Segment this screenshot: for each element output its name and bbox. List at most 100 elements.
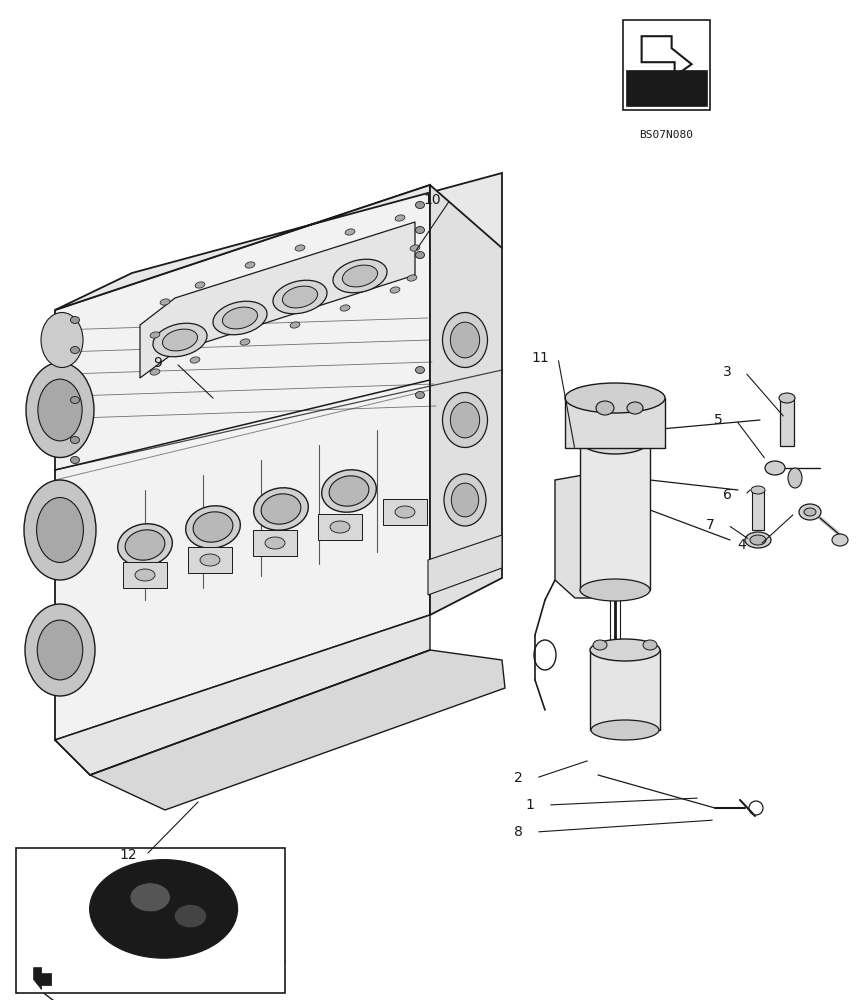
Ellipse shape [788, 468, 802, 488]
Ellipse shape [150, 332, 160, 338]
Ellipse shape [765, 461, 785, 475]
Ellipse shape [222, 307, 258, 329]
Ellipse shape [443, 392, 488, 448]
Ellipse shape [643, 640, 657, 650]
Ellipse shape [345, 229, 355, 235]
Ellipse shape [416, 251, 424, 258]
Ellipse shape [416, 391, 424, 398]
Ellipse shape [240, 339, 250, 345]
Ellipse shape [343, 265, 378, 287]
Ellipse shape [295, 245, 305, 251]
Ellipse shape [195, 282, 205, 288]
Ellipse shape [174, 905, 207, 928]
Ellipse shape [26, 362, 94, 458]
Ellipse shape [799, 504, 821, 520]
Polygon shape [34, 968, 51, 990]
Polygon shape [55, 185, 430, 740]
Ellipse shape [450, 402, 480, 438]
Ellipse shape [194, 512, 233, 542]
Ellipse shape [160, 299, 170, 305]
Polygon shape [140, 222, 415, 378]
Polygon shape [383, 499, 427, 525]
Ellipse shape [416, 202, 424, 209]
Ellipse shape [118, 524, 173, 566]
Text: BS07N080: BS07N080 [640, 130, 694, 140]
Ellipse shape [273, 280, 327, 314]
Ellipse shape [25, 604, 95, 696]
Bar [16, 848, 285, 993]
Text: 1: 1 [525, 798, 535, 812]
Ellipse shape [38, 379, 82, 441]
Ellipse shape [593, 640, 607, 650]
Ellipse shape [153, 323, 207, 357]
Ellipse shape [745, 532, 771, 548]
Ellipse shape [596, 401, 614, 415]
Ellipse shape [135, 569, 155, 581]
Ellipse shape [70, 316, 80, 324]
Ellipse shape [410, 245, 420, 251]
Ellipse shape [390, 287, 400, 293]
Ellipse shape [162, 329, 198, 351]
Ellipse shape [832, 534, 848, 546]
Ellipse shape [245, 262, 255, 268]
Ellipse shape [322, 470, 377, 512]
Text: 8: 8 [514, 825, 523, 839]
Bar [623, 20, 710, 110]
Ellipse shape [416, 366, 424, 373]
Ellipse shape [450, 322, 480, 358]
Polygon shape [90, 650, 505, 810]
Ellipse shape [580, 426, 650, 454]
Polygon shape [428, 535, 502, 595]
Ellipse shape [290, 322, 300, 328]
Polygon shape [123, 562, 167, 588]
Bar [780, 398, 794, 446]
Ellipse shape [590, 639, 660, 661]
Ellipse shape [37, 620, 82, 680]
Ellipse shape [150, 369, 160, 375]
Ellipse shape [451, 483, 478, 517]
Ellipse shape [70, 436, 80, 444]
Ellipse shape [70, 396, 80, 403]
Polygon shape [555, 472, 620, 598]
Ellipse shape [333, 259, 387, 293]
Text: 2: 2 [514, 771, 523, 785]
Ellipse shape [282, 286, 318, 308]
Ellipse shape [36, 497, 83, 562]
Ellipse shape [330, 521, 350, 533]
Ellipse shape [751, 486, 765, 494]
Ellipse shape [125, 530, 165, 560]
Polygon shape [580, 440, 650, 590]
Bar [752, 490, 764, 530]
Ellipse shape [416, 227, 424, 233]
Text: 7: 7 [706, 518, 714, 532]
Ellipse shape [24, 480, 96, 580]
Polygon shape [55, 173, 502, 310]
Polygon shape [565, 398, 665, 448]
Ellipse shape [407, 275, 417, 281]
Text: 5: 5 [713, 413, 722, 427]
Ellipse shape [591, 720, 659, 740]
Polygon shape [590, 650, 660, 730]
Text: 12: 12 [119, 848, 137, 862]
Ellipse shape [395, 215, 404, 221]
Ellipse shape [70, 347, 80, 354]
Ellipse shape [340, 305, 350, 311]
Ellipse shape [627, 402, 643, 414]
Ellipse shape [70, 456, 80, 464]
Ellipse shape [580, 579, 650, 601]
Polygon shape [318, 514, 362, 540]
Ellipse shape [779, 393, 795, 403]
Polygon shape [253, 530, 297, 556]
Ellipse shape [213, 301, 267, 335]
Text: 6: 6 [722, 488, 732, 502]
Ellipse shape [89, 860, 238, 958]
Ellipse shape [395, 506, 415, 518]
Polygon shape [188, 547, 232, 573]
Ellipse shape [444, 474, 486, 526]
Text: 11: 11 [531, 351, 549, 365]
Ellipse shape [253, 488, 308, 530]
Ellipse shape [329, 476, 369, 506]
Ellipse shape [804, 508, 816, 516]
Text: 4: 4 [738, 538, 746, 552]
Ellipse shape [186, 506, 240, 548]
